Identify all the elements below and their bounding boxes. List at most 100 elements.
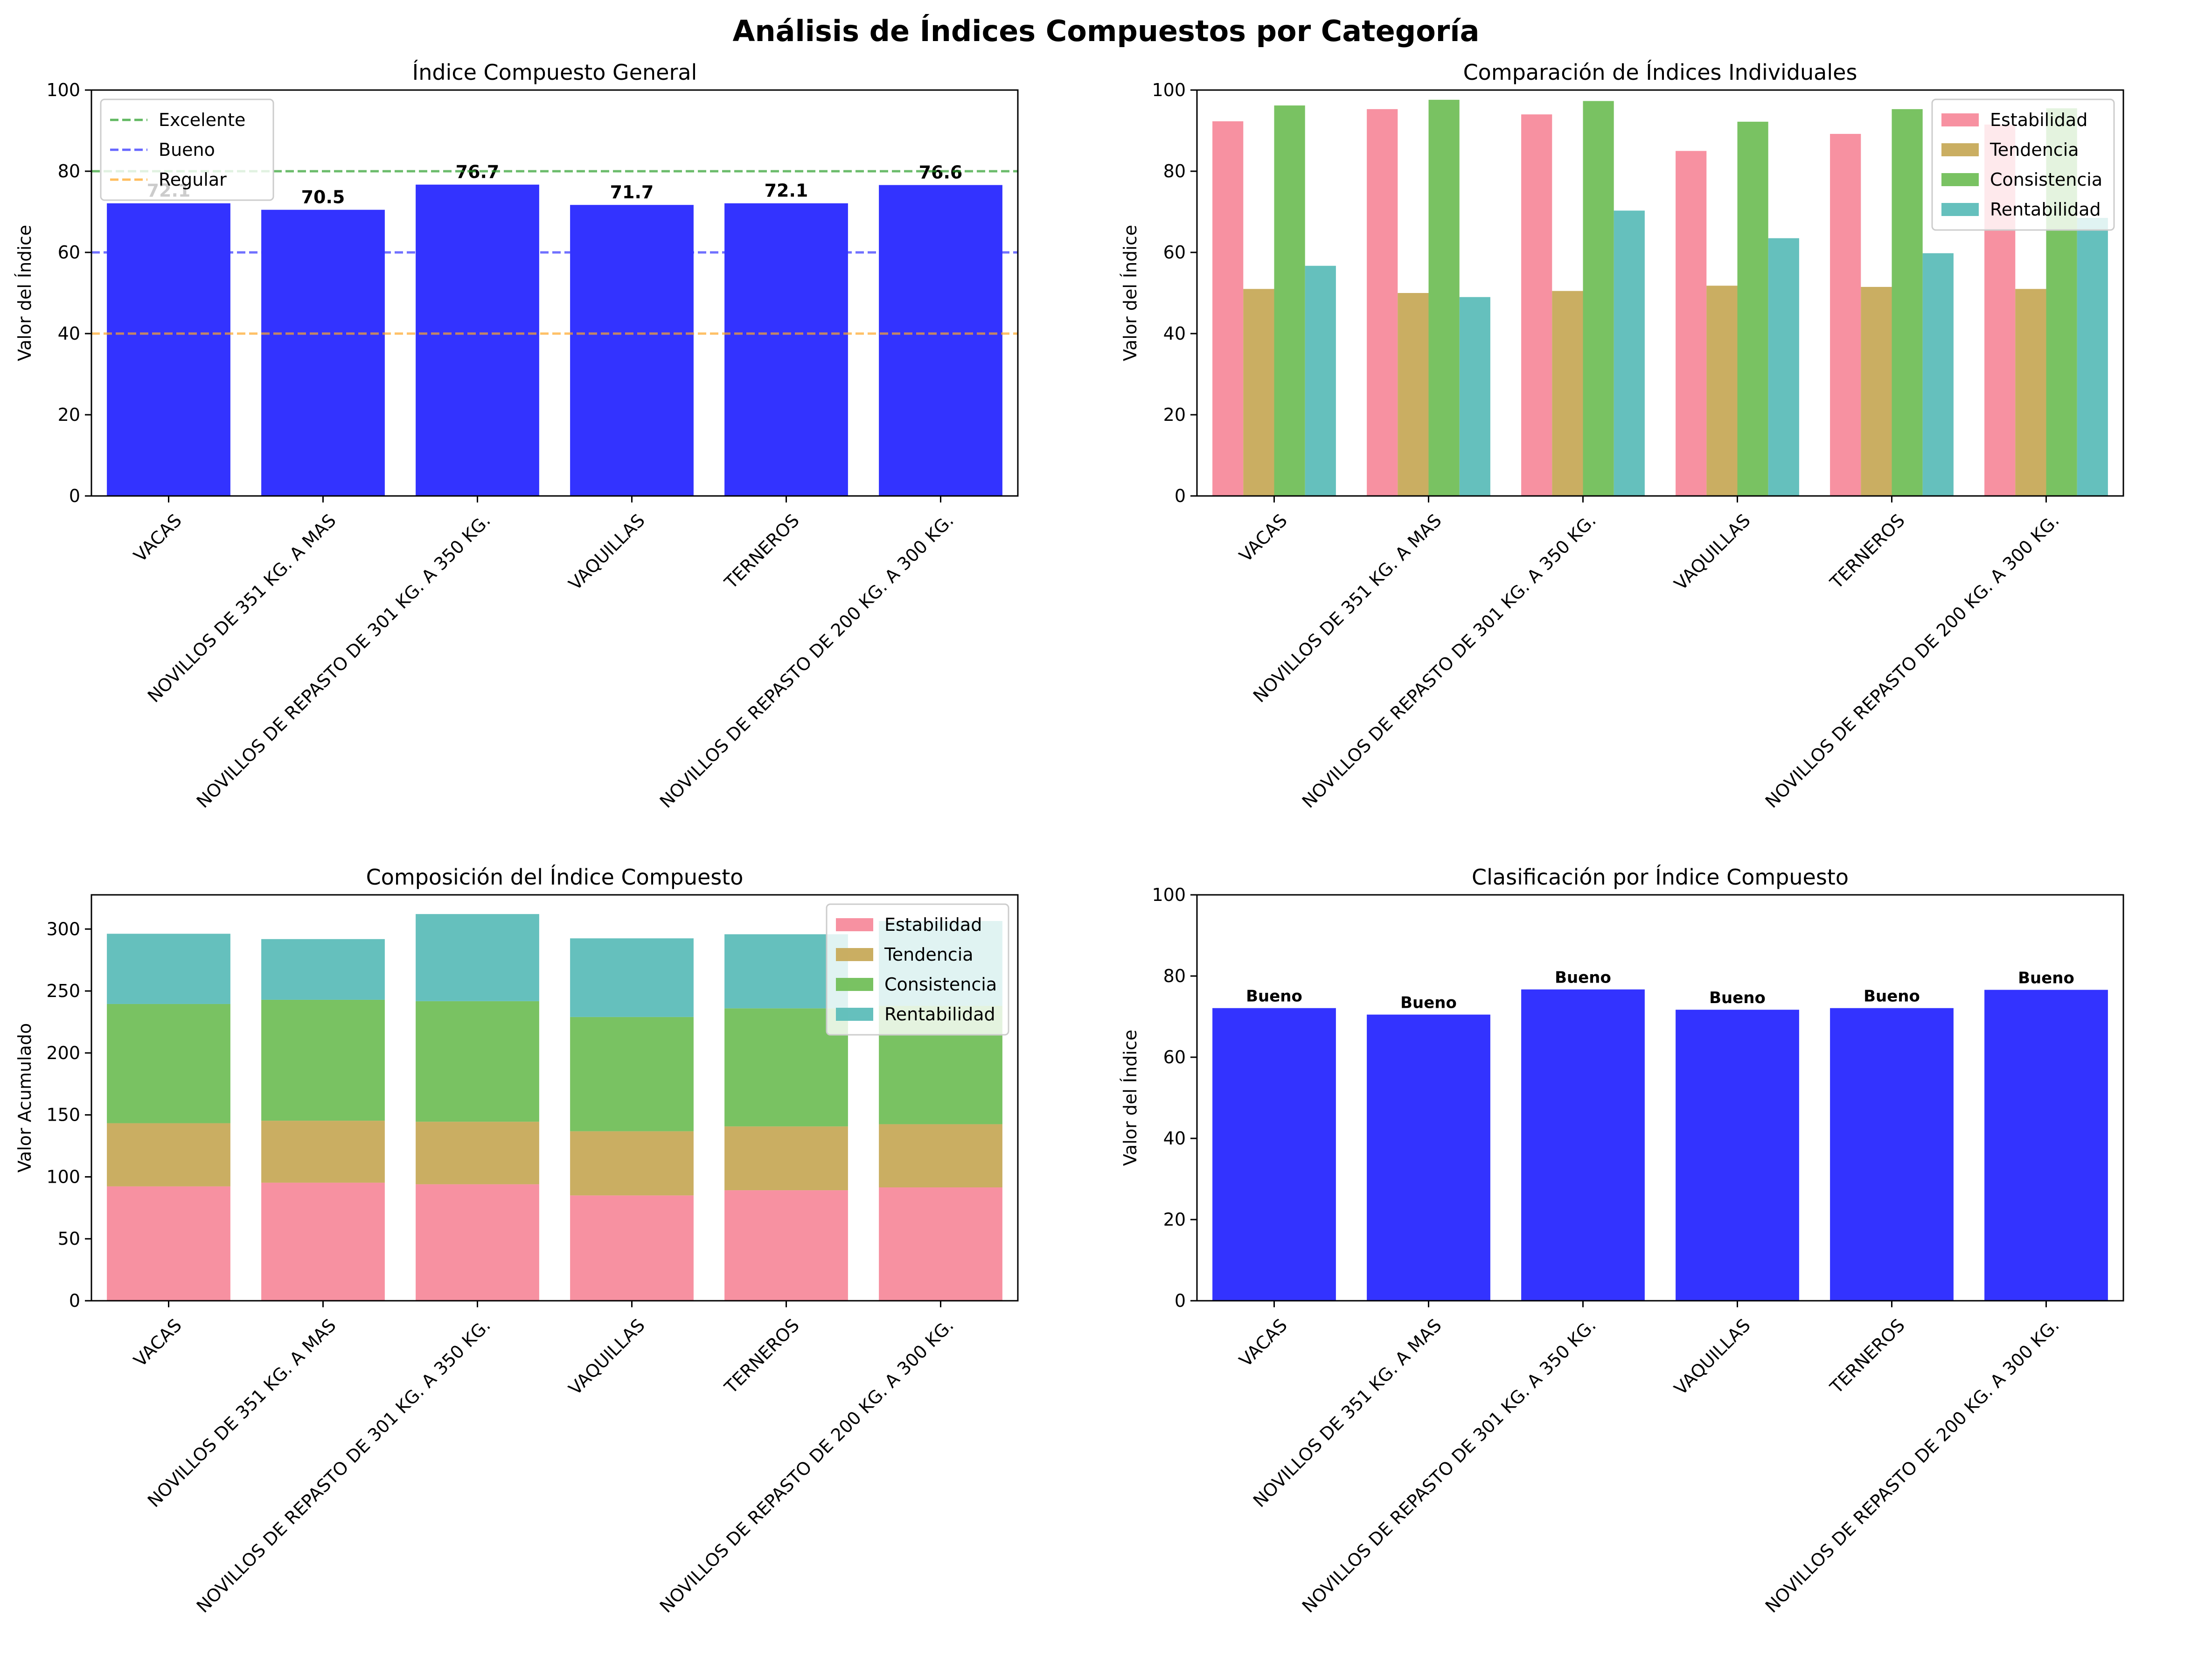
- bar-novillos-de-repasto-de-200-kg-a-300-kg: [1984, 990, 2108, 1301]
- legend-label-estabilidad: Estabilidad: [884, 914, 982, 935]
- y-tick-label: 100: [1152, 80, 1186, 100]
- bar-estabilidad-novillos-de-351-kg-a-mas: [1367, 109, 1398, 496]
- bar-value-label: 76.6: [919, 162, 963, 183]
- stack-estabilidad-vaquillas: [570, 1195, 694, 1301]
- stack-tendencia-vaquillas: [570, 1131, 694, 1196]
- y-tick-label: 100: [46, 1166, 80, 1187]
- bar-value-label: 71.7: [610, 182, 654, 202]
- stack-estabilidad-novillos-de-351-kg-a-mas: [261, 1182, 385, 1301]
- y-tick-label: 200: [46, 1043, 80, 1063]
- y-tick-label: 250: [46, 981, 80, 1001]
- y-tick-label: 20: [58, 405, 80, 425]
- y-tick-label: 20: [1163, 405, 1186, 425]
- y-tick-label: 0: [69, 1290, 80, 1311]
- bar-rentabilidad-terneros: [1922, 253, 1954, 496]
- bar-rentabilidad-novillos-de-repasto-de-200-kg-a-300-kg: [2077, 218, 2108, 496]
- bar-rentabilidad-vacas: [1305, 265, 1336, 496]
- bar-tendencia-vaquillas: [1706, 286, 1738, 496]
- y-tick-label: 80: [1163, 966, 1186, 986]
- bar-rentabilidad-novillos-de-351-kg-a-mas: [1459, 297, 1490, 496]
- bar-novillos-de-351-kg-a-mas: [1367, 1014, 1490, 1301]
- bar-vacas: [1212, 1008, 1336, 1301]
- stack-estabilidad-vacas: [107, 1186, 230, 1301]
- classification-label: Bueno: [1246, 987, 1302, 1006]
- chart-title: Composición del Índice Compuesto: [366, 865, 744, 890]
- y-tick-label: 60: [58, 242, 80, 263]
- y-axis-label: Valor del Índice: [1120, 1030, 1141, 1166]
- y-tick-label: 40: [58, 323, 80, 344]
- y-tick-label: 150: [46, 1105, 80, 1125]
- bar-rentabilidad-vaquillas: [1768, 238, 1799, 496]
- y-tick-label: 60: [1163, 1047, 1186, 1067]
- legend-box: [1931, 98, 2115, 231]
- classification-label: Bueno: [2018, 969, 2074, 988]
- y-tick-label: 0: [1175, 486, 1186, 506]
- bar-estabilidad-vacas: [1212, 121, 1244, 496]
- bar-consistencia-novillos-de-351-kg-a-mas: [1428, 99, 1460, 496]
- plot-frame: [1196, 894, 2124, 1302]
- y-tick-label: 80: [1163, 161, 1186, 181]
- stack-consistencia-novillos-de-repasto-de-301-kg-a-350-kg: [416, 1001, 539, 1122]
- bar-tendencia-novillos-de-repasto-de-301-kg-a-350-kg: [1552, 291, 1583, 496]
- stack-tendencia-terneros: [724, 1126, 848, 1191]
- bar-terneros: [724, 203, 848, 496]
- legend-swatch-consistencia: [836, 978, 873, 991]
- classification-label: Bueno: [1400, 994, 1457, 1012]
- legend-swatch-rentabilidad: [1941, 203, 1979, 216]
- bar-vacas: [107, 203, 230, 496]
- bar-consistencia-vacas: [1274, 105, 1305, 496]
- figure-title: Análisis de Índices Compuestos por Categ…: [733, 14, 1480, 48]
- bar-vaquillas: [570, 205, 694, 496]
- bar-novillos-de-repasto-de-200-kg-a-300-kg: [879, 185, 1002, 496]
- legend-label-consistencia: Consistencia: [884, 974, 997, 995]
- legend-label-tendencia: Tendencia: [1989, 139, 2079, 160]
- bar-consistencia-novillos-de-repasto-de-301-kg-a-350-kg: [1583, 101, 1614, 496]
- legend-label-excelente: Excelente: [159, 110, 245, 130]
- stack-tendencia-novillos-de-351-kg-a-mas: [261, 1121, 385, 1183]
- classification-label: Bueno: [1555, 969, 1611, 987]
- y-tick-label: 60: [1163, 242, 1186, 263]
- stack-consistencia-vaquillas: [570, 1017, 694, 1131]
- legend-label-rentabilidad: Rentabilidad: [1990, 199, 2101, 220]
- bar-consistencia-vaquillas: [1737, 121, 1768, 496]
- bar-estabilidad-novillos-de-repasto-de-301-kg-a-350-kg: [1521, 114, 1552, 496]
- legend-label-consistencia: Consistencia: [1990, 169, 2102, 190]
- bar-tendencia-novillos-de-351-kg-a-mas: [1398, 293, 1429, 496]
- stack-tendencia-vacas: [107, 1123, 230, 1186]
- y-tick-label: 80: [58, 161, 80, 181]
- bar-rentabilidad-novillos-de-repasto-de-301-kg-a-350-kg: [1614, 210, 1645, 496]
- bar-tendencia-novillos-de-repasto-de-200-kg-a-300-kg: [2015, 289, 2046, 496]
- stack-tendencia-novillos-de-repasto-de-301-kg-a-350-kg: [416, 1122, 539, 1185]
- legend-label-tendencia: Tendencia: [884, 944, 974, 965]
- y-tick-label: 100: [46, 80, 80, 100]
- stack-tendencia-novillos-de-repasto-de-200-kg-a-300-kg: [879, 1124, 1002, 1188]
- legend-swatch-tendencia: [1941, 143, 1979, 156]
- bar-estabilidad-terneros: [1830, 133, 1861, 496]
- y-axis-label: Valor del Índice: [1120, 225, 1141, 361]
- classification-label: Bueno: [1864, 987, 1920, 1006]
- y-tick-label: 20: [1163, 1209, 1186, 1230]
- stack-rentabilidad-novillos-de-repasto-de-301-kg-a-350-kg: [416, 914, 539, 1001]
- bar-value-label: 70.5: [301, 187, 345, 208]
- bar-consistencia-terneros: [1892, 109, 1923, 496]
- y-tick-label: 0: [1175, 1290, 1186, 1311]
- bar-tendencia-vacas: [1243, 289, 1274, 496]
- bar-novillos-de-repasto-de-301-kg-a-350-kg: [1521, 989, 1645, 1301]
- legend-swatch-consistencia: [1941, 173, 1979, 186]
- bar-novillos-de-351-kg-a-mas: [261, 209, 385, 496]
- bar-value-label: 72.1: [765, 181, 808, 201]
- chart-title: Clasificación por Índice Compuesto: [1472, 865, 1849, 890]
- legend-swatch-estabilidad: [836, 918, 873, 931]
- stack-estabilidad-novillos-de-repasto-de-301-kg-a-350-kg: [416, 1184, 539, 1301]
- y-tick-label: 40: [1163, 1128, 1186, 1149]
- legend-swatch-rentabilidad: [836, 1008, 873, 1021]
- legend-label-regular: Regular: [159, 169, 227, 190]
- classification-label: Bueno: [1709, 989, 1766, 1007]
- chart-title: Comparación de Índices Individuales: [1463, 60, 1857, 85]
- y-tick-label: 0: [69, 486, 80, 506]
- chart-comparacion-indices-individuales: Comparación de Índices Individuales 0 20 40…: [1120, 60, 2124, 812]
- y-axis-label: Valor del Índice: [14, 225, 35, 361]
- legend-label-estabilidad: Estabilidad: [1990, 110, 2087, 130]
- bar-tendencia-terneros: [1861, 286, 1892, 496]
